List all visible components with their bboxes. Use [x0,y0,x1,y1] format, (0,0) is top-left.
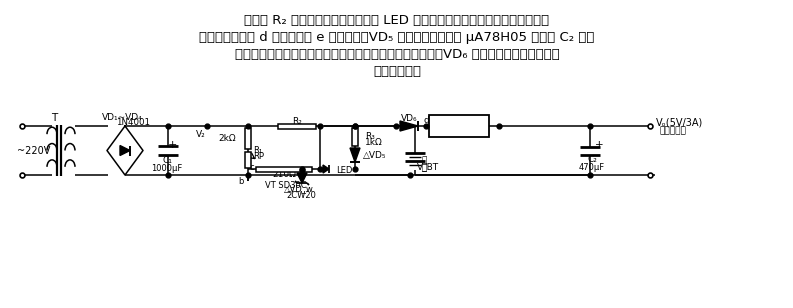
Text: R₁: R₁ [253,145,262,155]
Text: LED: LED [336,165,352,175]
Text: RP: RP [253,152,264,160]
Text: 470μF: 470μF [579,163,605,172]
Text: V_BT: V_BT [417,163,439,172]
Polygon shape [400,121,418,131]
Polygon shape [323,165,329,173]
Text: d: d [423,116,429,124]
Text: c: c [250,163,255,172]
Polygon shape [120,145,130,156]
Text: C₂: C₂ [587,155,597,164]
Text: V₂: V₂ [196,129,206,139]
Text: 由于在 R₂ 上充电电流压降的减小使 LED 逐渐变暗。当交流断电或异常时，电池: 由于在 R₂ 上充电电流压降的减小使 LED 逐渐变暗。当交流断电或异常时，电池 [244,14,550,27]
Text: △VD₅: △VD₅ [363,151,386,160]
Text: T: T [52,113,58,123]
Bar [429,115,489,137]
Text: μA78H05: μA78H05 [436,121,481,131]
Text: Vₒ(5V/3A): Vₒ(5V/3A) [656,117,703,127]
Text: 1000μF: 1000μF [151,164,182,173]
Text: 池: 池 [421,163,427,172]
Bar [245,128,251,149]
Text: 的隔离作用。: 的隔离作用。 [373,65,421,78]
Text: 2CW20: 2CW20 [286,192,316,201]
Text: C₁: C₁ [162,156,172,165]
Text: 后，输出稳定的直流电压来维持微机等正常不间断的工作。VD₆ 还起到不向其他电路放电: 后，输出稳定的直流电压来维持微机等正常不间断的工作。VD₆ 还起到不向其他电路放… [235,48,559,61]
Text: 1kΩ: 1kΩ [365,137,383,147]
Text: VT SD30C: VT SD30C [265,180,307,189]
Text: 1N4001: 1N4001 [116,117,150,127]
Text: VD₁∼VD₄: VD₁∼VD₄ [102,112,143,121]
Text: +: + [595,140,603,149]
Text: 2kΩ: 2kΩ [218,134,236,143]
Text: 210Ω: 210Ω [272,169,296,179]
Bar [352,128,358,146]
Text: △VD_w: △VD_w [284,184,314,193]
Text: R₂: R₂ [292,116,302,125]
Text: （接微机）: （接微机） [660,127,687,136]
Polygon shape [297,173,307,183]
Bar [245,152,251,168]
Bar [278,124,316,128]
Bar [256,167,312,172]
Text: 电: 电 [421,156,427,165]
Text: 开始放电，即当 d 点电位低于 e 点电位时，VD₅ 正偏而导通，再经 μA78H05 稳压和 C₂ 滤波: 开始放电，即当 d 点电位低于 e 点电位时，VD₅ 正偏而导通，再经 μA78… [199,31,595,44]
Text: VD₆: VD₆ [400,114,417,123]
Text: ~220V: ~220V [17,145,51,156]
Text: R₃: R₃ [365,132,375,140]
Text: +: + [167,140,177,150]
Polygon shape [350,148,360,162]
Text: b: b [239,177,244,187]
